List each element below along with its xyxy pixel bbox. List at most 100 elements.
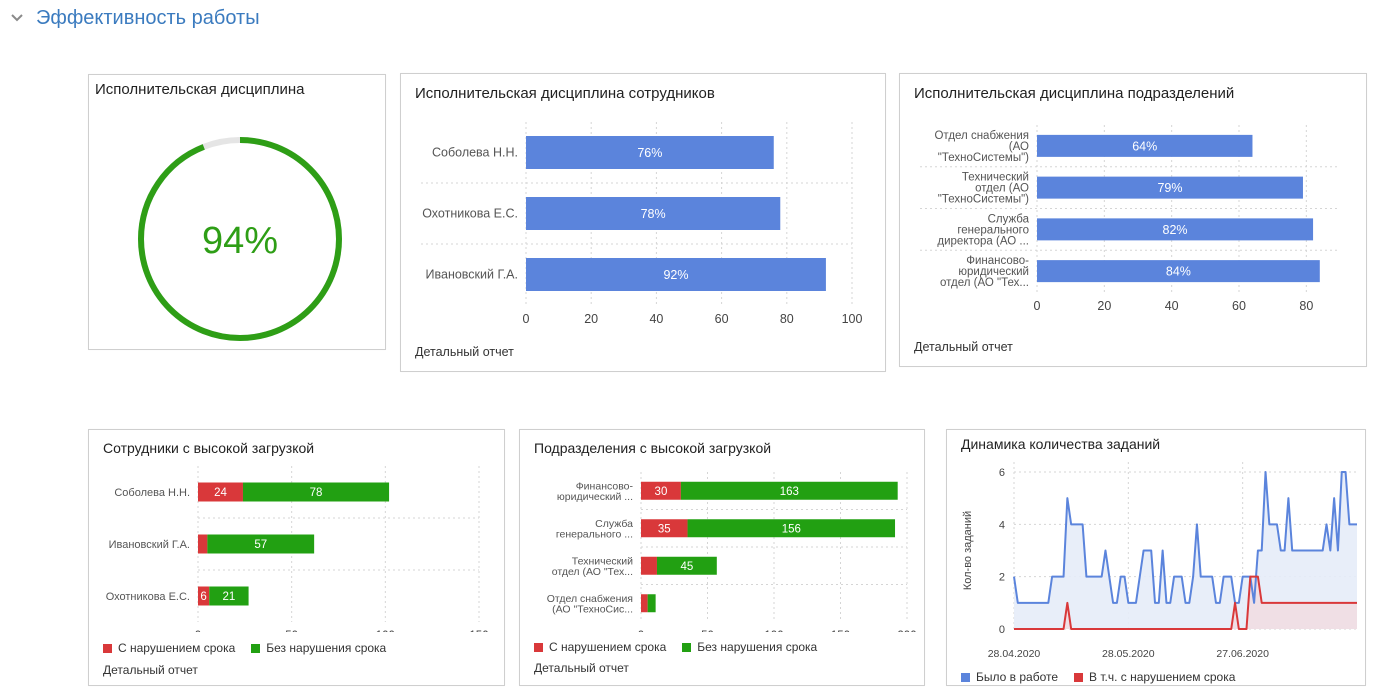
- bar-overdue: [641, 556, 657, 575]
- discipline-title: Исполнительская дисциплина: [95, 81, 305, 98]
- category-label: Отдел снабжения: [547, 593, 633, 605]
- legend-label: Без нарушения срока: [266, 641, 387, 655]
- x-tick-label: 80: [1299, 299, 1313, 313]
- legend-label: С нарушением срока: [549, 640, 667, 654]
- employees-discipline-chart: 0 20 40 60 80 100 Соболева Н.Н. 76% Охотникова Е…: [421, 122, 863, 326]
- bar-ontime: [647, 594, 656, 613]
- bar: [1037, 134, 1253, 157]
- category-label: Соболева Н.Н.: [432, 146, 518, 160]
- legend-swatch-blue: [961, 672, 970, 682]
- category-label: Соболева Н.Н.: [114, 487, 190, 499]
- y-axis-label: Кол-во заданий: [962, 511, 974, 590]
- chevron-down-icon[interactable]: [8, 9, 26, 27]
- discipline-gauge: 94%: [138, 137, 342, 341]
- bar-overdue: [641, 519, 688, 538]
- x-tick-label: 60: [715, 312, 729, 326]
- y-tick-label: 2: [999, 572, 1005, 584]
- legend-item-overdue[interactable]: С нарушением срока: [534, 640, 666, 654]
- departments-discipline-report-link[interactable]: Детальный отчет: [914, 340, 1013, 354]
- x-tick-label: 100: [376, 630, 395, 632]
- departments-load-report-link[interactable]: Детальный отчет: [534, 661, 629, 675]
- discipline-card: Исполнительская дисциплина 94%: [88, 74, 386, 350]
- employees-load-chart: 0 50 100 150 Соболева Н.Н. 24 78 Ивановский Г.А…: [106, 466, 489, 632]
- bar-overdue: [198, 534, 208, 554]
- bar-data-label: 78: [310, 487, 323, 499]
- gauge-value: 94%: [202, 220, 278, 262]
- category-label: Ивановский Г.А.: [109, 539, 190, 551]
- x-tick-label: 40: [649, 312, 663, 326]
- departments-load-title: Подразделения с высокой загрузкой: [534, 440, 772, 456]
- category-label: "ТехноСистемы"): [938, 194, 1029, 206]
- employees-load-card: Сотрудники с высокой загрузкой 0 50 100 150…: [88, 429, 505, 686]
- category-label: генерального ...: [556, 529, 633, 541]
- legend-item-ontime[interactable]: Без нарушения срока: [251, 641, 386, 655]
- legend-swatch-red: [1074, 672, 1084, 682]
- category-label: Финансово-: [576, 481, 634, 493]
- bar-overdue: [198, 482, 243, 502]
- bar-data-label: 21: [223, 591, 236, 603]
- legend-item-overdue[interactable]: В т.ч. с нарушением срока: [1074, 670, 1235, 684]
- y-tick-label: 0: [999, 624, 1005, 636]
- employees-load-report-link[interactable]: Детальный отчет: [103, 663, 198, 677]
- bar: [526, 136, 774, 169]
- employees-load-legend: С нарушением срока Без нарушения срока: [103, 641, 386, 655]
- line-overdue: [1014, 575, 1357, 630]
- x-tick-label: 20: [1097, 299, 1111, 313]
- x-tick-label: 28.05.2020: [1102, 648, 1155, 660]
- x-tick-label: 50: [285, 630, 298, 632]
- bar-data-label: 79%: [1157, 181, 1182, 195]
- x-tick-label: 100: [842, 312, 863, 326]
- bar-data-label: 163: [780, 486, 799, 498]
- x-tick-label: 27.06.2020: [1216, 648, 1269, 660]
- x-tick-label: 0: [195, 630, 201, 632]
- category-label: Отдел снабжения: [934, 130, 1029, 142]
- employees-discipline-title: Исполнительская дисциплина сотрудников: [415, 85, 715, 102]
- employees-discipline-report-link[interactable]: Детальный отчет: [415, 345, 514, 359]
- bar-data-label: 64%: [1132, 139, 1157, 153]
- bar-data-label: 82%: [1163, 223, 1188, 237]
- bar-data-label: 45: [680, 561, 693, 573]
- section-header[interactable]: Эффективность работы: [8, 4, 260, 32]
- bar-overdue: [641, 594, 648, 613]
- bar: [526, 258, 826, 291]
- category-label: Технический: [572, 556, 633, 568]
- category-label: юридический: [958, 266, 1029, 278]
- category-label: Ивановский Г.А.: [426, 268, 518, 282]
- legend-swatch-red: [534, 642, 543, 652]
- x-tick-label: 40: [1165, 299, 1179, 313]
- y-tick-label: 6: [999, 467, 1005, 479]
- category-label: (АО: [1009, 141, 1029, 153]
- dynamics-card: Динамика количества заданий 0 2 4 6 28.04.20…: [946, 429, 1366, 686]
- legend-item-in-work[interactable]: Было в работе: [961, 670, 1058, 684]
- legend-label: Было в работе: [976, 670, 1059, 684]
- legend-item-overdue[interactable]: С нарушением срока: [103, 641, 235, 655]
- bar-data-label: 30: [655, 486, 668, 498]
- bar: [1037, 218, 1314, 241]
- x-tick-label: 100: [764, 630, 783, 632]
- category-label: Финансово-: [966, 255, 1029, 267]
- bar-data-label: 6: [200, 591, 206, 603]
- category-label: Охотникова Е.С.: [106, 591, 190, 603]
- category-label: Охотникова Е.С.: [422, 207, 518, 221]
- category-label: "ТехноСистемы"): [938, 152, 1029, 164]
- legend-label: С нарушением срока: [118, 641, 236, 655]
- departments-discipline-card: Исполнительская дисциплина подразделений…: [899, 73, 1367, 367]
- legend-swatch-red: [103, 643, 112, 653]
- gauge-progress-arc: [138, 137, 342, 341]
- x-tick-label: 0: [638, 630, 644, 632]
- bar-data-label: 92%: [663, 268, 688, 282]
- bar-data-label: 24: [214, 487, 227, 499]
- legend-swatch-green: [251, 643, 261, 653]
- bar-ontime: [687, 519, 896, 538]
- bar-data-label: 84%: [1166, 265, 1191, 279]
- category-label: директора (АО ...: [937, 235, 1029, 247]
- y-tick-label: 4: [999, 519, 1005, 531]
- bar-ontime: [656, 556, 717, 575]
- bar-data-label: 35: [658, 523, 671, 535]
- bar-ontime: [209, 586, 249, 606]
- area-overdue: [1014, 576, 1357, 629]
- bar: [1037, 176, 1303, 199]
- category-label: юридический ...: [557, 491, 633, 503]
- legend-item-ontime[interactable]: Без нарушения срока: [682, 640, 817, 654]
